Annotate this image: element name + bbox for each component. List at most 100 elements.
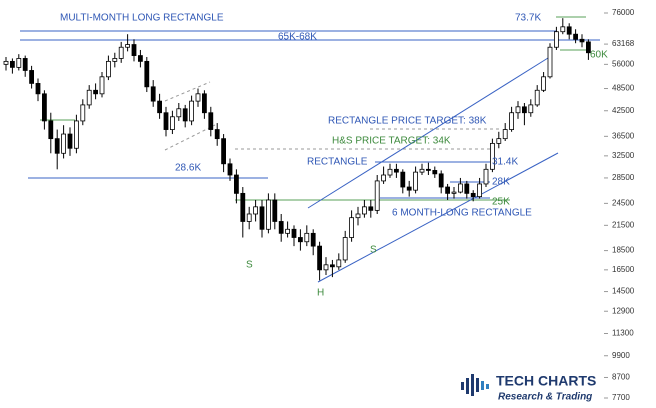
- candle-body: [80, 104, 86, 122]
- logo-bar: [471, 374, 474, 396]
- candle-body: [240, 192, 246, 222]
- candle-body: [509, 112, 515, 130]
- candle-body: [86, 89, 92, 106]
- candle-body: [381, 174, 387, 182]
- candle-body: [573, 33, 578, 40]
- candle-body: [457, 183, 463, 193]
- candle-body: [144, 60, 150, 88]
- candle-body: [42, 93, 47, 122]
- logo-bar: [461, 382, 464, 390]
- annotation: 25K: [492, 197, 510, 208]
- candle-body: [528, 104, 534, 114]
- candle-body: [227, 163, 233, 176]
- candle-body: [393, 168, 399, 173]
- candle-body: [329, 264, 335, 268]
- candle-body: [233, 174, 239, 194]
- y-tick-label: 9900: [612, 351, 630, 360]
- candle-body: [489, 142, 495, 170]
- y-tick-label: 24500: [612, 198, 635, 207]
- candle-body: [368, 206, 374, 211]
- candle-body: [579, 38, 585, 43]
- candle-body: [483, 168, 489, 185]
- wedge-line: [164, 81, 211, 102]
- candle-body: [560, 26, 566, 33]
- candle-body: [285, 228, 291, 234]
- candle-body: [189, 100, 195, 122]
- candle-body: [169, 116, 175, 130]
- y-tick-label: 7700: [612, 393, 630, 402]
- candle-body: [323, 264, 329, 271]
- candle-body: [29, 70, 35, 84]
- candle-body: [208, 112, 214, 130]
- annotation: 60K: [590, 50, 608, 61]
- candle-body: [278, 221, 284, 234]
- candle-body: [22, 58, 28, 71]
- candle-body: [9, 60, 15, 68]
- annotation: RECTANGLE PRICE TARGET: 38K: [328, 116, 487, 127]
- annotation: H: [317, 288, 324, 299]
- candle-body: [522, 106, 527, 114]
- y-tick-label: 28500: [612, 173, 635, 182]
- candle-body: [554, 31, 559, 48]
- candle-body: [541, 76, 546, 91]
- candle-body: [547, 46, 553, 78]
- y-tick-label: 12900: [612, 306, 635, 315]
- candle-body: [425, 168, 431, 171]
- annotation: H&S PRICE TARGET: 34K: [332, 136, 451, 147]
- annotation: 73.7K: [515, 13, 541, 24]
- y-tick-label: 11300: [612, 329, 634, 338]
- candle-body: [112, 58, 118, 62]
- y-tick-label: 63168: [612, 39, 635, 48]
- candle-body: [176, 108, 182, 118]
- annotation: 65K-68K: [278, 32, 317, 43]
- candle-body: [400, 171, 406, 188]
- y-tick-label: 21500: [612, 220, 635, 229]
- candle-body: [451, 191, 457, 194]
- logo-bar: [466, 378, 469, 394]
- candle-body: [297, 237, 303, 243]
- candle-body: [106, 60, 111, 78]
- candle-body: [259, 206, 265, 230]
- candle-body: [16, 58, 22, 68]
- candle-body: [445, 186, 451, 194]
- candle-body: [413, 171, 419, 191]
- candle-body: [438, 173, 444, 188]
- candle-body: [502, 129, 508, 140]
- candle-body: [419, 168, 425, 173]
- channel-line: [307, 57, 549, 209]
- candle-body: [361, 206, 367, 215]
- pattern-lines: [20, 16, 600, 283]
- candle-body: [477, 183, 483, 198]
- candle-body: [125, 44, 130, 48]
- candle-body: [310, 232, 316, 247]
- annotation: S: [246, 260, 253, 271]
- candle-body: [48, 120, 54, 140]
- logo-bar: [481, 381, 484, 390]
- candle-body: [182, 108, 188, 122]
- candle-body: [150, 86, 156, 102]
- candle-body: [61, 133, 66, 154]
- y-tick-label: 76000: [612, 8, 635, 17]
- y-tick-label: 48500: [612, 84, 635, 93]
- logo: TECH CHARTS Research & Trading: [461, 373, 596, 403]
- candle-body: [3, 60, 9, 65]
- annotation: 6 MONTH-LONG RECTANGLE: [392, 208, 532, 219]
- candle-body: [470, 192, 476, 198]
- logo-tagline: Research & Trading: [498, 392, 592, 403]
- y-axis: 76000 63168 56000 48500 42500 36500 32500 28500…: [604, 8, 635, 402]
- annotation: MULTI-MONTH LONG RECTANGLE: [60, 13, 224, 24]
- candle-body: [566, 26, 572, 35]
- candle-body: [35, 83, 41, 95]
- candle-body: [131, 44, 137, 56]
- annotation: S: [370, 245, 377, 256]
- candles: [3, 18, 591, 281]
- candle-body: [137, 55, 143, 62]
- candle-body: [118, 46, 124, 59]
- candle-body: [272, 199, 278, 222]
- annotation: 28.6K: [175, 163, 201, 174]
- y-tick-label: 8700: [612, 373, 630, 382]
- candle-body: [201, 93, 207, 114]
- y-tick-label: 56000: [612, 59, 635, 68]
- annotations: MULTI-MONTH LONG RECTANGLE 73.7K 65K-68K…: [60, 13, 608, 299]
